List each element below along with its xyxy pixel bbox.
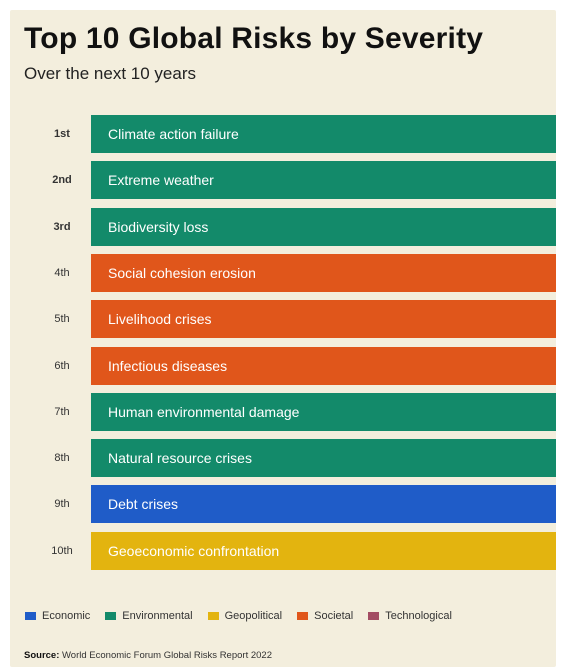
legend-swatch <box>297 612 309 620</box>
risk-rank-label: 1st <box>54 128 70 140</box>
risk-rank-label: 8th <box>54 452 70 464</box>
legend-item: Technological <box>368 610 452 622</box>
source-text: World Economic Forum Global Risks Report… <box>62 650 272 661</box>
legend-swatch <box>25 612 36 620</box>
risk-row: 5th Livelihood crises <box>10 300 556 338</box>
risk-rank-label: 10th <box>51 545 73 557</box>
risk-row: 2nd Extreme weather <box>10 161 556 199</box>
risk-bar: Geoeconomic confrontation <box>91 532 556 570</box>
risk-rank-label: 5th <box>54 313 70 325</box>
risk-rank-label: 6th <box>54 360 70 372</box>
risk-row: 7th Human environmental damage <box>10 393 556 431</box>
risk-row: 8th Natural resource crises <box>10 439 556 477</box>
legend-item: Geopolitical <box>207 610 283 622</box>
risk-bar: Extreme weather <box>91 161 556 199</box>
legend-swatch <box>368 612 380 620</box>
chart-title: Top 10 Global Risks by Severity <box>24 22 484 55</box>
risk-row: 1st Climate action failure <box>10 115 556 153</box>
risk-bar: Debt crises <box>91 485 556 523</box>
risk-bar: Livelihood crises <box>91 300 556 338</box>
legend-label: Environmental <box>122 610 193 622</box>
legend-item: Environmental <box>105 610 193 622</box>
risk-row: 10th Geoeconomic confrontation <box>10 532 556 570</box>
risk-bar: Infectious diseases <box>91 347 556 385</box>
legend-label: Economic <box>42 610 91 622</box>
infographic-card: Top 10 Global Risks by Severity Over the… <box>10 10 556 667</box>
risk-bar: Biodiversity loss <box>91 208 556 246</box>
risk-rank-label: 4th <box>54 267 70 279</box>
source-note: Source: World Economic Forum Global Risk… <box>24 650 272 661</box>
risk-bar: Natural resource crises <box>91 439 556 477</box>
risk-bar: Social cohesion erosion <box>91 254 556 292</box>
risk-bar: Human environmental damage <box>91 393 556 431</box>
risk-row: 3rd Biodiversity loss <box>10 208 556 246</box>
legend-swatch <box>207 612 219 620</box>
category-legend: Economic Environmental Geopolitical Societa… <box>25 608 467 624</box>
legend-label: Geopolitical <box>224 610 283 622</box>
risk-bar: Climate action failure <box>91 115 556 153</box>
risk-rank-label: 2nd <box>52 174 72 186</box>
risk-rank-label: 9th <box>54 498 70 510</box>
risk-rank-label: 3rd <box>53 221 71 233</box>
legend-swatch <box>105 612 117 620</box>
risk-row: 4th Social cohesion erosion <box>10 254 556 292</box>
risk-rank-label: 7th <box>54 406 70 418</box>
chart-subtitle: Over the next 10 years <box>24 64 196 83</box>
source-label: Source: <box>24 650 60 661</box>
legend-label: Societal <box>314 610 354 622</box>
risk-row: 9th Debt crises <box>10 485 556 523</box>
legend-label: Technological <box>385 610 452 622</box>
risk-row: 6th Infectious diseases <box>10 347 556 385</box>
legend-item: Societal <box>297 610 353 622</box>
legend-item: Economic <box>25 610 90 622</box>
